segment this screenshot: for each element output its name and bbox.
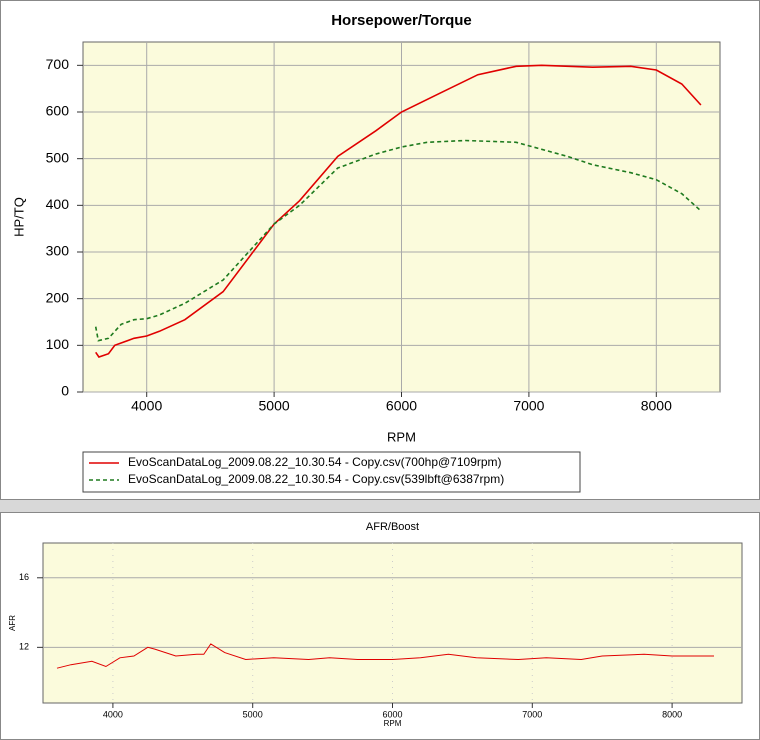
y-tick-label: 12 [19, 642, 29, 652]
y-tick-label: 0 [61, 383, 69, 399]
y-axis-label: HP/TQ [11, 197, 26, 237]
splitter [0, 500, 760, 512]
y-tick-label: 700 [46, 56, 70, 72]
series-line [95, 64, 702, 358]
x-tick-label: 5000 [259, 398, 290, 414]
x-tick-label: 5000 [243, 709, 263, 719]
legend-label: EvoScanDataLog_2009.08.22_10.30.54 - Cop… [128, 472, 504, 486]
series-line [56, 643, 714, 669]
x-tick-label: 6000 [386, 398, 417, 414]
y-tick-label: 16 [19, 572, 29, 582]
y-tick-label: 600 [46, 103, 70, 119]
x-tick-label: 6000 [382, 709, 402, 719]
legend-box [82, 451, 581, 493]
x-tick-label: 4000 [131, 398, 162, 414]
y-tick-label: 500 [46, 149, 70, 165]
x-tick-label: 4000 [103, 709, 123, 719]
x-axis-label: RPM [384, 719, 402, 728]
y-tick-label: 400 [46, 196, 70, 212]
x-axis-label: RPM [387, 429, 416, 444]
legend-label: EvoScanDataLog_2009.08.22_10.30.54 - Cop… [128, 455, 502, 469]
y-tick-label: 100 [46, 336, 70, 352]
x-tick-label: 7000 [522, 709, 542, 719]
y-tick-label: 200 [46, 289, 70, 305]
y-tick-label: 300 [46, 243, 70, 259]
chart-title: AFR/Boost [366, 521, 419, 533]
x-tick-label: 8000 [641, 398, 672, 414]
y-axis-label: AFR [8, 615, 17, 631]
x-tick-label: 8000 [662, 709, 682, 719]
x-tick-label: 7000 [513, 398, 544, 414]
chart-title: Horsepower/Torque [331, 12, 472, 29]
plot-area [42, 542, 743, 704]
series-line [94, 139, 702, 342]
